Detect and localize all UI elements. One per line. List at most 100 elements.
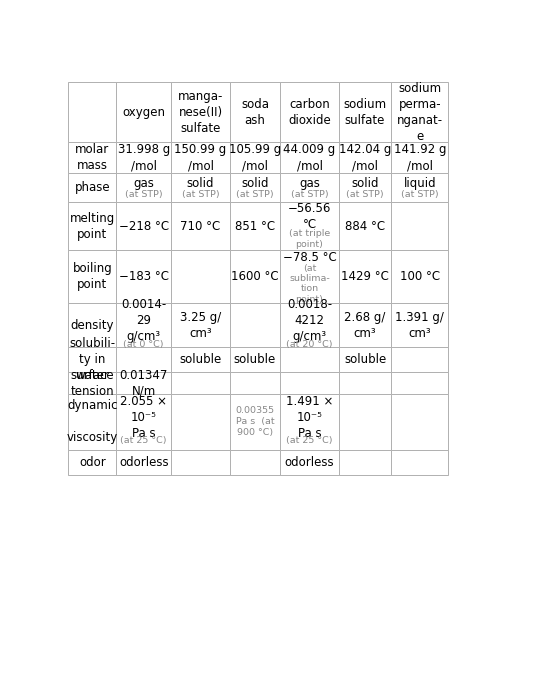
Bar bbox=[391, 202, 449, 250]
Bar bbox=[280, 449, 339, 475]
Bar bbox=[117, 174, 171, 202]
Bar bbox=[117, 303, 171, 347]
Text: 0.00355
Pa s  (at
900 °C): 0.00355 Pa s (at 900 °C) bbox=[235, 406, 275, 437]
Text: (at 25 °C): (at 25 °C) bbox=[286, 437, 333, 445]
Text: melting
point: melting point bbox=[70, 212, 115, 240]
Text: (at STP): (at STP) bbox=[290, 191, 328, 200]
Bar bbox=[280, 373, 339, 394]
Text: odorless: odorless bbox=[119, 456, 168, 469]
Bar bbox=[280, 174, 339, 202]
Bar bbox=[117, 250, 171, 303]
Bar bbox=[339, 449, 391, 475]
Text: density: density bbox=[70, 319, 114, 332]
Bar bbox=[391, 142, 449, 174]
Text: solid: solid bbox=[187, 176, 214, 189]
Bar bbox=[230, 202, 280, 250]
Bar bbox=[117, 142, 171, 174]
Bar bbox=[391, 373, 449, 394]
Text: phase: phase bbox=[75, 181, 110, 194]
Text: 0.0014-
29
g/cm³: 0.0014- 29 g/cm³ bbox=[121, 298, 166, 343]
Bar bbox=[171, 202, 230, 250]
Bar bbox=[339, 347, 391, 373]
Bar bbox=[339, 250, 391, 303]
Text: liquid: liquid bbox=[403, 176, 436, 189]
Bar bbox=[68, 82, 117, 142]
Bar bbox=[391, 394, 449, 449]
Text: solubili-
ty in
water: solubili- ty in water bbox=[69, 337, 116, 383]
Bar bbox=[117, 82, 171, 142]
Text: 2.055 ×
10⁻⁵
Pa s: 2.055 × 10⁻⁵ Pa s bbox=[120, 394, 167, 439]
Bar bbox=[280, 394, 339, 449]
Bar bbox=[339, 174, 391, 202]
Text: (at
sublima-
tion
point): (at sublima- tion point) bbox=[289, 264, 330, 304]
Bar bbox=[230, 303, 280, 347]
Bar bbox=[230, 394, 280, 449]
Text: 142.04 g
/mol: 142.04 g /mol bbox=[339, 144, 391, 172]
Bar bbox=[280, 250, 339, 303]
Text: (at 0 °C): (at 0 °C) bbox=[124, 340, 164, 349]
Text: 884 °C: 884 °C bbox=[345, 219, 385, 232]
Bar bbox=[230, 449, 280, 475]
Bar bbox=[230, 142, 280, 174]
Text: sodium
perma-
nganat-
e: sodium perma- nganat- e bbox=[397, 82, 443, 142]
Bar bbox=[280, 303, 339, 347]
Text: sodium
sulfate: sodium sulfate bbox=[343, 97, 386, 127]
Bar bbox=[391, 174, 449, 202]
Bar bbox=[230, 373, 280, 394]
Text: gas: gas bbox=[299, 176, 320, 189]
Bar bbox=[117, 394, 171, 449]
Bar bbox=[171, 394, 230, 449]
Text: 44.009 g
/mol: 44.009 g /mol bbox=[283, 144, 336, 172]
Bar bbox=[68, 449, 117, 475]
Bar bbox=[68, 347, 117, 373]
Bar bbox=[339, 373, 391, 394]
Bar bbox=[171, 449, 230, 475]
Text: 3.25 g/
cm³: 3.25 g/ cm³ bbox=[180, 311, 221, 340]
Bar bbox=[68, 142, 117, 174]
Text: carbon
dioxide: carbon dioxide bbox=[288, 97, 331, 127]
Text: manga-
nese(II)
sulfate: manga- nese(II) sulfate bbox=[178, 89, 223, 135]
Text: odorless: odorless bbox=[284, 456, 334, 469]
Text: gas: gas bbox=[134, 176, 154, 189]
Text: soluble: soluble bbox=[344, 353, 386, 366]
Bar bbox=[68, 303, 117, 347]
Text: (at 20 °C): (at 20 °C) bbox=[286, 340, 333, 349]
Text: soda
ash: soda ash bbox=[241, 97, 269, 127]
Text: 150.99 g
/mol: 150.99 g /mol bbox=[174, 144, 227, 172]
Bar bbox=[171, 250, 230, 303]
Text: 1.491 ×
10⁻⁵
Pa s: 1.491 × 10⁻⁵ Pa s bbox=[286, 394, 333, 439]
Text: (at STP): (at STP) bbox=[401, 191, 439, 200]
Text: molar
mass: molar mass bbox=[75, 144, 110, 172]
Text: −218 °C: −218 °C bbox=[119, 219, 169, 232]
Bar bbox=[339, 82, 391, 142]
Bar bbox=[230, 250, 280, 303]
Text: 141.92 g
/mol: 141.92 g /mol bbox=[393, 144, 446, 172]
Text: 0.0018-
4212
g/cm³: 0.0018- 4212 g/cm³ bbox=[287, 298, 332, 343]
Bar bbox=[391, 82, 449, 142]
Text: 100 °C: 100 °C bbox=[399, 270, 440, 283]
Bar bbox=[68, 373, 117, 394]
Text: −56.56
°C: −56.56 °C bbox=[288, 202, 331, 231]
Text: oxygen: oxygen bbox=[122, 106, 165, 118]
Text: −183 °C: −183 °C bbox=[119, 270, 169, 283]
Text: 851 °C: 851 °C bbox=[235, 219, 275, 232]
Bar bbox=[117, 347, 171, 373]
Text: boiling
point: boiling point bbox=[72, 262, 112, 291]
Text: (at STP): (at STP) bbox=[346, 191, 384, 200]
Bar bbox=[171, 303, 230, 347]
Bar bbox=[280, 82, 339, 142]
Bar bbox=[230, 174, 280, 202]
Text: surface
tension: surface tension bbox=[70, 368, 114, 398]
Text: (at STP): (at STP) bbox=[181, 191, 219, 200]
Bar bbox=[68, 250, 117, 303]
Bar bbox=[391, 250, 449, 303]
Text: soluble: soluble bbox=[179, 353, 222, 366]
Text: (at 25 °C): (at 25 °C) bbox=[120, 437, 167, 445]
Text: soluble: soluble bbox=[234, 353, 276, 366]
Bar bbox=[391, 449, 449, 475]
Text: dynamic

viscosity: dynamic viscosity bbox=[66, 399, 118, 444]
Bar bbox=[171, 347, 230, 373]
Text: 710 °C: 710 °C bbox=[180, 219, 221, 232]
Bar bbox=[280, 142, 339, 174]
Bar bbox=[68, 202, 117, 250]
